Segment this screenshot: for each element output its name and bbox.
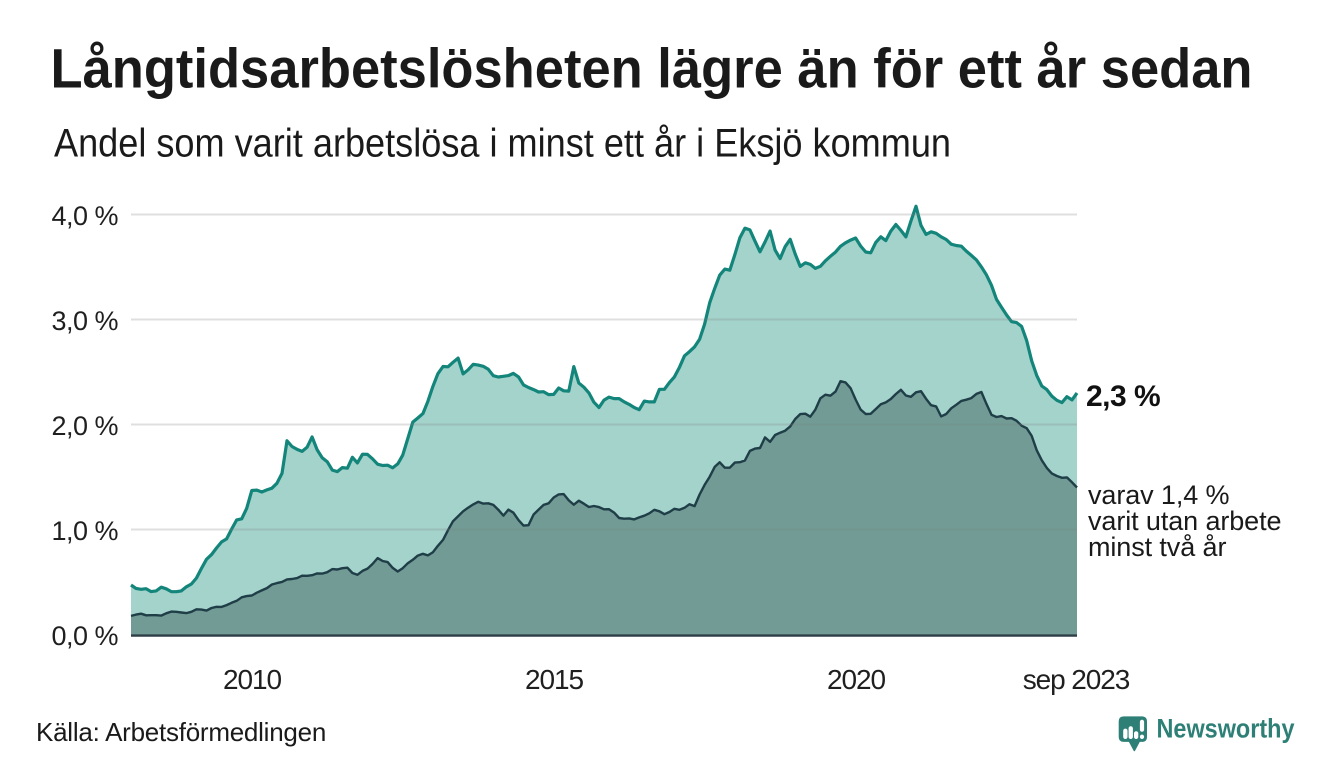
svg-text:Andel som varit arbetslösa i m: Andel som varit arbetslösa i minst ett å… bbox=[54, 122, 951, 166]
svg-text:Långtidsarbetslösheten lägre ä: Långtidsarbetslösheten lägre än för ett … bbox=[51, 37, 1253, 100]
svg-text:Newsworthy: Newsworthy bbox=[1157, 714, 1295, 744]
